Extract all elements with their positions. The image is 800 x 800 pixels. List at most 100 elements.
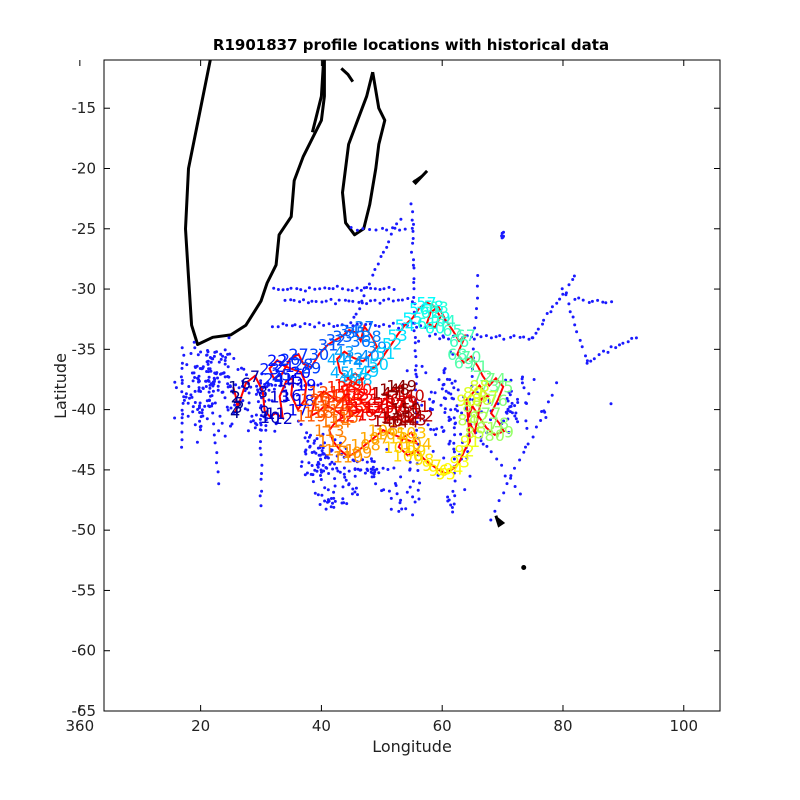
historical-point <box>213 401 217 405</box>
historical-point <box>413 341 417 345</box>
historical-point <box>602 349 605 353</box>
historical-point <box>226 408 230 412</box>
historical-point <box>442 429 446 433</box>
x-axis-label: Longitude <box>372 737 452 756</box>
historical-point <box>387 324 391 328</box>
historical-point <box>449 417 453 421</box>
historical-point <box>327 322 331 326</box>
historical-point <box>524 419 528 423</box>
historical-point <box>256 400 260 404</box>
historical-point <box>199 428 202 432</box>
historical-point <box>561 292 565 296</box>
historical-point <box>412 222 415 226</box>
historical-point <box>201 366 205 370</box>
profile-label: 70 <box>461 348 481 367</box>
historical-point <box>411 495 415 499</box>
historical-point <box>438 337 442 341</box>
historical-point <box>344 478 348 482</box>
historical-point <box>546 400 550 404</box>
historical-point <box>474 316 478 320</box>
historical-point <box>373 468 377 472</box>
historical-point <box>489 518 493 522</box>
historical-point <box>525 426 529 430</box>
historical-point <box>502 419 506 423</box>
historical-point <box>447 337 450 341</box>
profile-label: 29 <box>301 358 321 377</box>
historical-point <box>489 418 492 422</box>
coastline-africa <box>184 60 326 346</box>
historical-point <box>359 288 363 292</box>
profile-label: 3 <box>232 398 242 417</box>
historical-point <box>216 388 220 392</box>
historical-point <box>189 393 193 397</box>
historical-point <box>339 441 342 445</box>
historical-point <box>453 433 457 437</box>
profile-label: 46 <box>338 369 358 388</box>
island-heard <box>521 565 527 571</box>
historical-point <box>260 372 264 376</box>
historical-point <box>505 482 509 486</box>
historical-point <box>329 449 333 453</box>
historical-point <box>274 422 278 426</box>
historical-point <box>313 439 317 443</box>
historical-point <box>378 301 382 305</box>
historical-point <box>182 353 186 357</box>
historical-point <box>292 298 296 302</box>
historical-point <box>199 350 203 354</box>
historical-point <box>331 501 334 505</box>
historical-point <box>362 294 366 298</box>
historical-point <box>389 232 393 236</box>
profile-label: 120 <box>300 390 331 409</box>
coastline-layer <box>184 60 527 571</box>
historical-point <box>626 340 630 344</box>
historical-point <box>391 321 395 325</box>
historical-point <box>260 489 264 493</box>
profile-label: 113 <box>314 421 345 440</box>
profile-label: 125 <box>338 396 369 415</box>
historical-point <box>333 477 337 481</box>
historical-point <box>204 385 208 388</box>
historical-point <box>526 442 530 446</box>
y-tick-label: -15 <box>72 99 97 117</box>
historical-point <box>423 419 426 423</box>
historical-point <box>506 417 510 421</box>
historical-point <box>470 335 473 339</box>
historical-point <box>316 465 320 469</box>
historical-point <box>276 325 280 329</box>
historical-point <box>416 488 420 492</box>
historical-point <box>410 218 414 222</box>
historical-point <box>318 453 322 457</box>
historical-point <box>412 266 416 270</box>
profile-label: 45 <box>330 363 350 382</box>
historical-point <box>314 300 318 303</box>
historical-point <box>200 408 204 412</box>
historical-point <box>298 300 302 304</box>
coastline-madagascar <box>341 71 387 237</box>
historical-point <box>350 492 354 496</box>
historical-point <box>470 384 474 388</box>
profile-label: 49 <box>359 362 379 381</box>
historical-point <box>405 490 409 494</box>
historical-point <box>504 378 508 382</box>
float-track-layer <box>232 301 506 475</box>
historical-point <box>198 404 201 408</box>
historical-point <box>205 360 209 364</box>
historical-point <box>258 406 262 410</box>
historical-point <box>327 287 331 290</box>
historical-point <box>442 371 446 375</box>
profile-label: 117 <box>310 396 341 415</box>
historical-point <box>286 287 289 291</box>
historical-point <box>391 226 395 230</box>
historical-point <box>304 448 308 452</box>
profile-label: 38 <box>361 327 381 346</box>
historical-point <box>416 436 420 440</box>
historical-point <box>449 392 453 396</box>
historical-point <box>437 378 441 382</box>
profile-label: 149 <box>386 377 417 396</box>
profile-label: 119 <box>296 407 327 426</box>
historical-point <box>373 268 377 271</box>
historical-point <box>541 322 544 326</box>
profile-label: 1 <box>228 378 238 397</box>
profile-label: 129 <box>334 375 365 394</box>
